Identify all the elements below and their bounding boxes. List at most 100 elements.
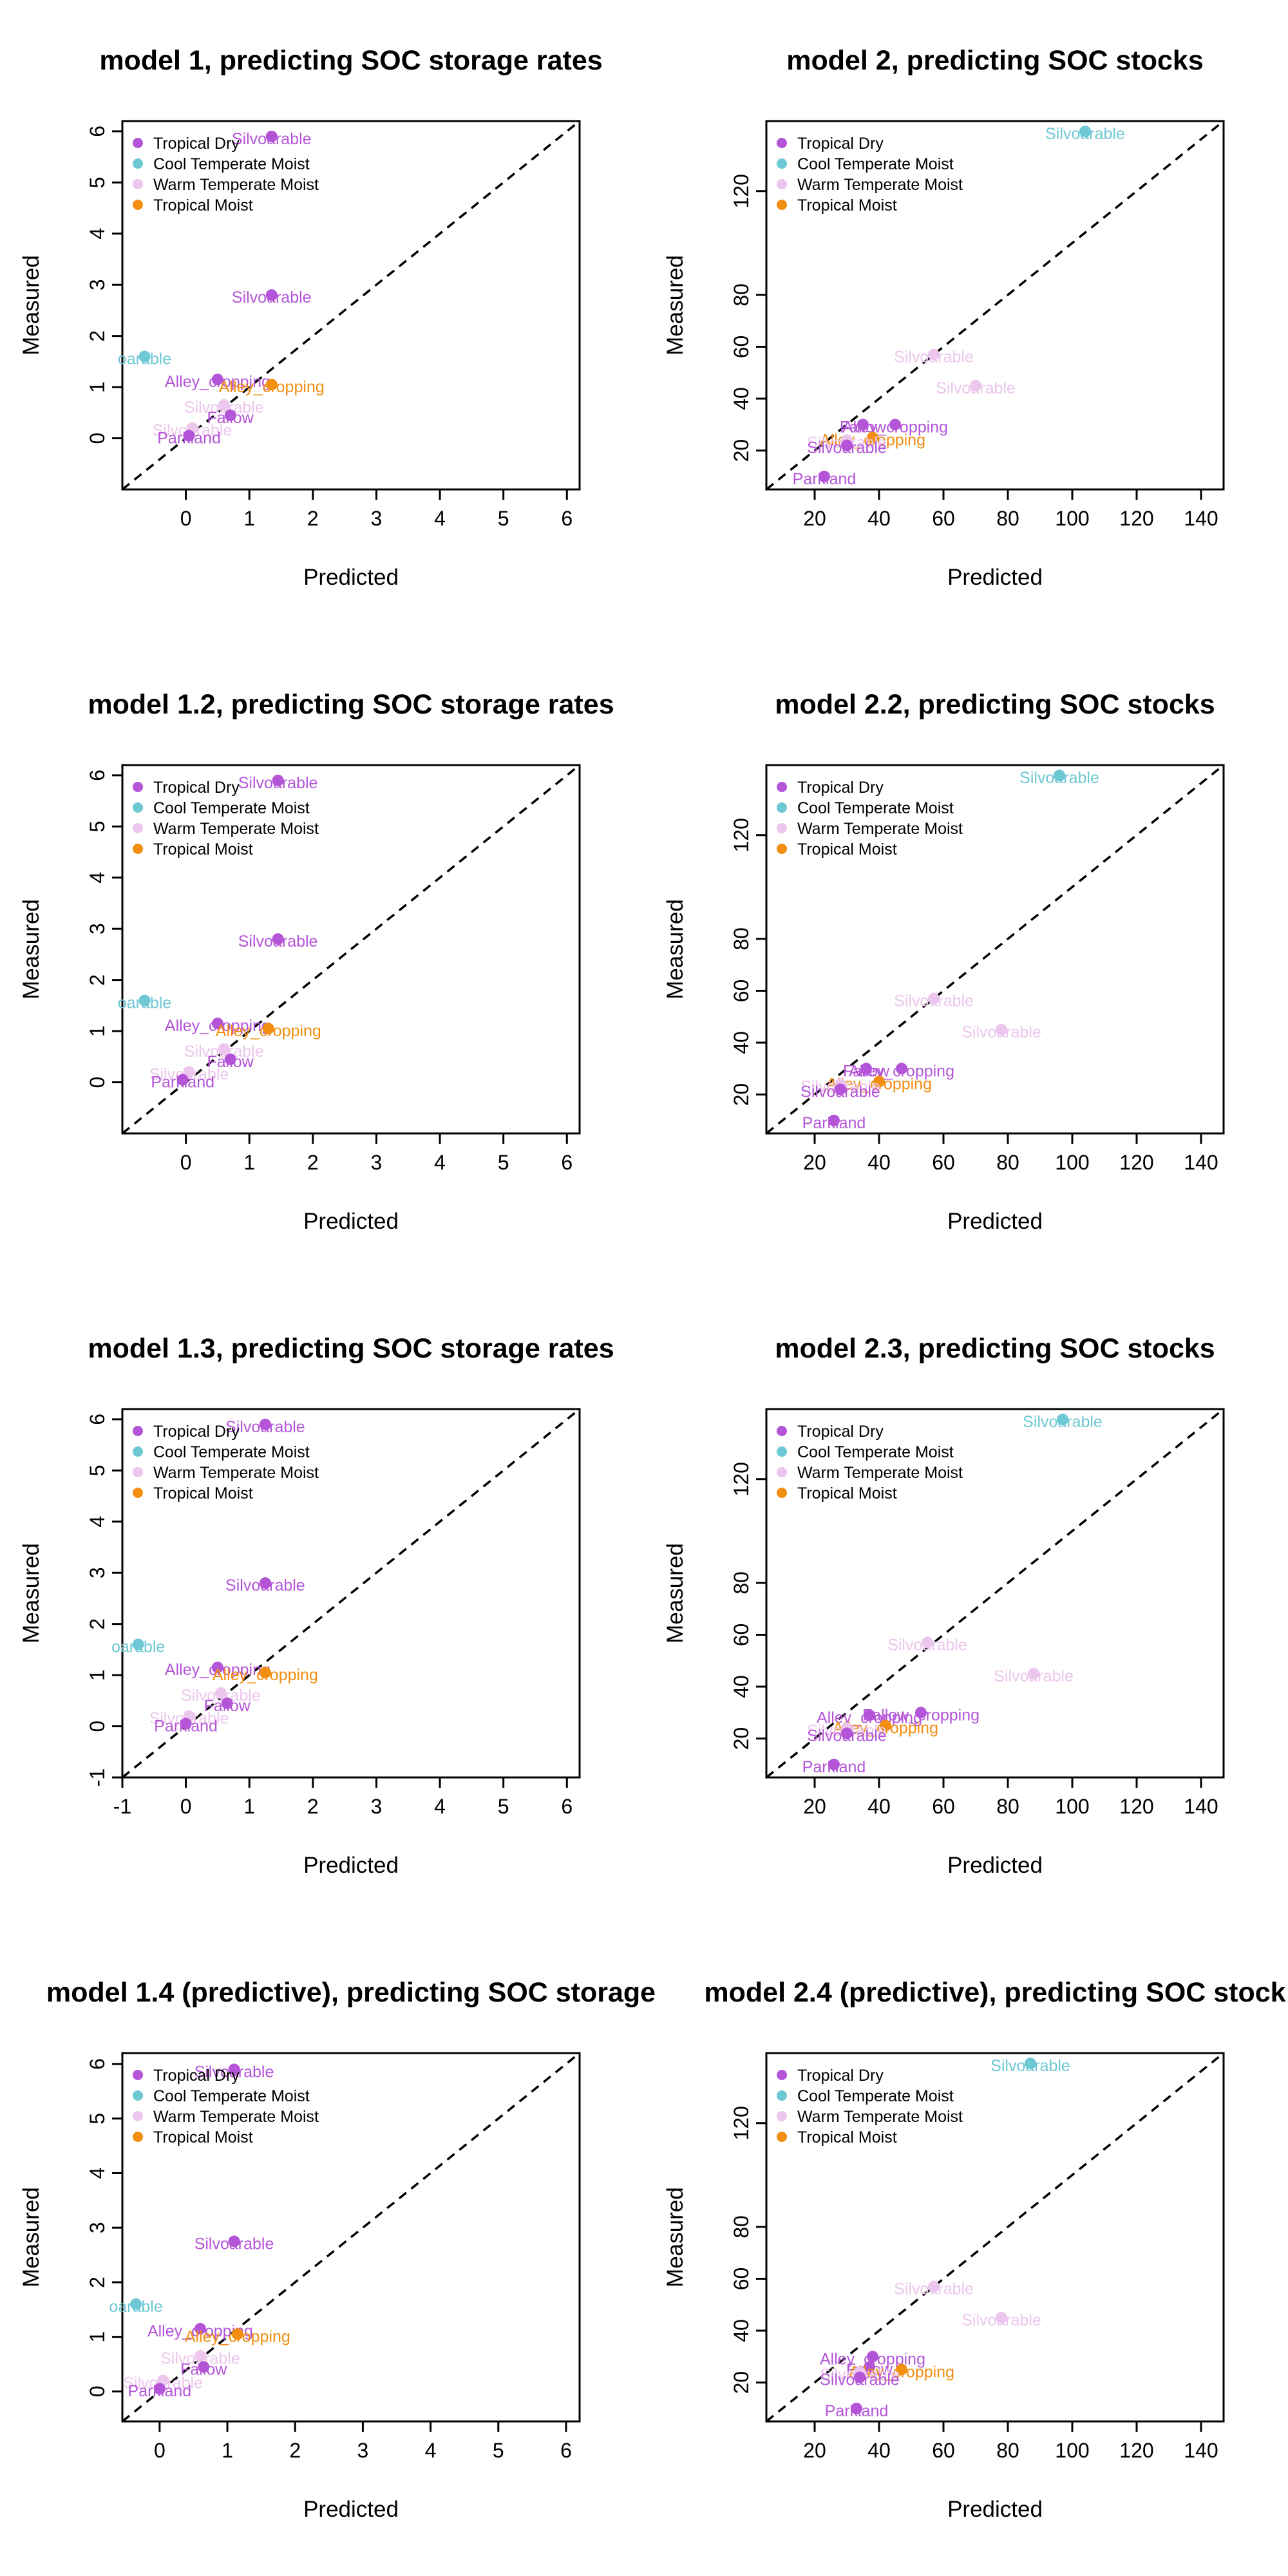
legend-marker [133,844,143,854]
data-point [828,1114,840,1126]
x-tick-label: 5 [493,2439,504,2462]
data-point [265,289,278,301]
data-point-label: Alley_cropping [817,1709,922,1727]
data-point-label: Silvoarable [887,1636,967,1654]
x-tick-label: 4 [434,507,446,530]
data-point [841,439,853,451]
data-point-label: Silvoarable [936,379,1016,397]
data-point [864,2361,875,2373]
data-point [851,2402,862,2414]
data-point [896,2363,907,2376]
legend-item: Tropical Moist [797,840,897,858]
data-point [272,933,284,945]
y-tick-label: 3 [86,1567,109,1578]
data-point-label: Silvoarable [820,2371,900,2389]
x-tick-label: 6 [561,1151,573,1174]
x-tick-label: 100 [1055,1795,1089,1818]
legend-marker [777,158,787,169]
legend-item: Tropical Dry [153,1423,240,1441]
y-axis: 0 1 2 3 4 5 6 [86,2058,122,2397]
data-points: SilvoarableSilvoarableSilvoarableFallow_… [802,1413,1103,1776]
y-axis: 20 40 60 80 120 [730,2106,766,2394]
chart-panel-7: model 1.4 (predictive), predicting SOC s… [19,1977,656,2522]
data-point [138,994,151,1007]
y-axis-label: Measured [663,255,688,355]
data-point-label: Parkland [154,1718,218,1736]
legend-item: Cool Temperate Moist [797,155,954,173]
legend-item: Tropical Moist [153,840,253,858]
data-points: Silvoarable Silvoarable oarable Alley_cropp… [118,130,325,448]
y-tick-label: 60 [730,336,753,359]
data-point-label: Alley_cropping [165,373,270,391]
legend: Tropical Dry Cool Temperate Moist Warm Tem… [777,1423,963,1502]
legend-marker [777,1426,787,1436]
legend-item: Cool Temperate Moist [797,799,954,817]
legend-marker [777,200,787,210]
x-axis-label: Predicted [947,1209,1043,1234]
chart-title: model 1.4 (predictive), predicting SOC s… [46,1977,656,2008]
legend-marker [133,1426,143,1436]
legend: Tropical Dry Cool Temperate Moist Warm Tem… [777,135,963,214]
legend-marker [777,823,787,833]
y-tick-label: 5 [86,1464,109,1476]
data-point-label: oarable [118,994,171,1012]
data-point [259,1667,271,1679]
y-tick-label: 5 [86,176,109,188]
y-tick-label: 6 [86,2058,109,2070]
y-tick-label: 120 [730,2106,753,2140]
legend-marker [133,179,143,189]
data-point-label: Silvoarable [181,1687,261,1705]
data-point [262,1023,274,1035]
data-point [867,2351,878,2363]
legend-marker [777,1446,787,1457]
data-point [183,1066,195,1078]
x-tick-label: 60 [932,1795,955,1818]
legend-item: Cool Temperate Moist [797,1443,954,1461]
x-tick-label: 140 [1184,2439,1218,2462]
plot-frame [765,764,1225,1135]
data-point [228,2063,240,2076]
legend-item: Cool Temperate Moist [153,799,310,817]
data-point [198,2361,210,2373]
data-point-label: Silvoarable [894,348,974,366]
data-point [835,1083,846,1095]
y-axis-label: Measured [663,2187,688,2287]
y-tick-label: 2 [86,974,109,986]
y-tick-label: 20 [730,1083,753,1106]
legend-marker [133,138,143,148]
x-axis: 20 40 60 80 100 120 140 [803,2421,1218,2462]
legend-item: Warm Temperate Moist [153,1464,319,1482]
legend-marker [133,2132,143,2142]
x-tick-label: 80 [996,1795,1019,1818]
data-point [928,348,940,361]
data-point [841,1727,853,1739]
x-axis: 20 40 60 80 100 120 140 [803,1133,1218,1174]
legend: Tropical Dry Cool Temperate Moist Warm Tem… [133,135,319,214]
x-tick-label: 120 [1119,2439,1153,2462]
legend-marker [133,1488,143,1498]
data-point-label: Alley_cropping [213,1666,318,1684]
data-point-label: Fallow [840,418,887,436]
y-tick-label: 1 [86,381,109,393]
legend-item: Tropical Moist [797,2128,897,2146]
data-point-label: Silvoarable [184,399,264,417]
x-tick-label: 40 [867,1795,891,1818]
data-point-label: Silvoarable [1023,1413,1103,1431]
x-tick-label: 80 [996,507,1019,530]
data-point-label: Alley_cropping [185,2327,290,2345]
legend-marker [777,2070,787,2080]
y-tick-label: 40 [730,1675,753,1698]
data-point [996,2311,1007,2324]
data-point [259,1418,271,1430]
legend-item: Tropical Moist [153,196,253,214]
data-points: Silvoarable Silvoarable oarable Alley_cropp… [118,774,321,1092]
legend-item: Tropical Dry [797,135,884,153]
data-point-label: Silvoarable [238,774,318,792]
x-tick-label: 60 [932,2439,955,2462]
y-tick-label: 1 [86,1025,109,1037]
legend-item: Warm Temperate Moist [797,176,963,194]
legend-marker [133,802,143,813]
x-tick-label: 20 [803,2439,826,2462]
plot-frame [121,2052,581,2423]
x-tick-label: 80 [996,2439,1019,2462]
